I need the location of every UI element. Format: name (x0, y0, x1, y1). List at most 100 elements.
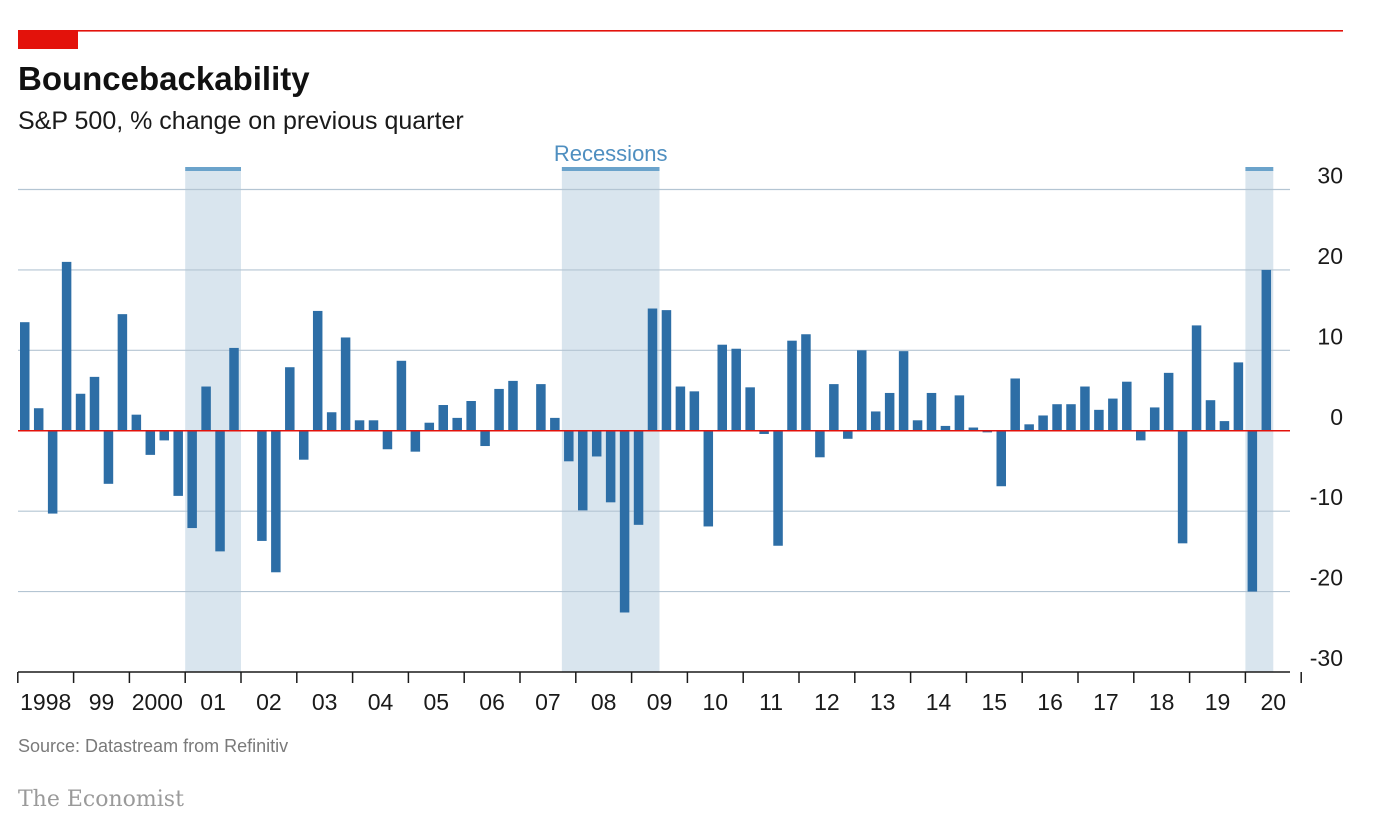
accent-tag (18, 30, 78, 49)
x-tick-label: 15 (982, 689, 1008, 715)
bar (340, 337, 351, 431)
bar (257, 430, 267, 541)
bar (131, 414, 142, 431)
bar (410, 430, 421, 452)
bar (787, 340, 797, 431)
bar (619, 430, 630, 613)
bar (996, 430, 1006, 487)
chart-subtitle: S&P 500, % change on previous quarter (18, 107, 464, 135)
bar (884, 392, 895, 431)
recession-marker-3 (1245, 167, 1274, 171)
bar (1233, 362, 1244, 431)
bar (75, 393, 86, 431)
bar (703, 430, 714, 527)
bar (1177, 430, 1188, 544)
recession-marker-2 (561, 167, 660, 171)
recessions-label: Recessions (554, 141, 668, 166)
x-tick-label: 07 (535, 689, 561, 715)
bar (1219, 421, 1230, 431)
bar (117, 314, 128, 431)
x-tick-label: 01 (200, 689, 226, 715)
bar (815, 430, 825, 458)
bar (689, 391, 700, 431)
x-tick-label: 06 (479, 689, 505, 715)
bar (605, 430, 616, 503)
bar (968, 427, 979, 431)
x-tick-label: 17 (1093, 689, 1119, 715)
bar (103, 430, 114, 484)
bar (1108, 398, 1118, 431)
bar (717, 344, 727, 431)
bar (1247, 430, 1258, 592)
y-tick-label: -30 (1310, 645, 1343, 671)
x-tick-label: 19 (1205, 689, 1231, 715)
x-tick-label: 03 (312, 689, 338, 715)
bar (47, 430, 58, 514)
x-tick-label: 02 (256, 689, 282, 715)
bar (926, 392, 937, 431)
x-tick-label: 14 (926, 689, 952, 715)
bar (982, 430, 993, 433)
x-tick-label: 16 (1037, 689, 1063, 715)
bar (1066, 404, 1076, 431)
bar (564, 430, 574, 462)
bar (1136, 430, 1146, 441)
bar (229, 347, 239, 431)
bar (731, 348, 741, 431)
bar (759, 430, 769, 434)
x-tick-label: 10 (703, 689, 729, 715)
bar (1052, 404, 1062, 431)
bar (1163, 372, 1174, 431)
bar (1149, 407, 1160, 431)
y-tick-label: -20 (1310, 565, 1343, 591)
x-tick-label: 1998 (20, 689, 71, 715)
x-tick-label: 12 (814, 689, 840, 715)
x-tick-label: 18 (1149, 689, 1175, 715)
bar (801, 334, 811, 431)
bar (898, 351, 909, 431)
bar (271, 430, 281, 573)
bar (1024, 424, 1034, 431)
bar (1122, 381, 1132, 431)
bar (368, 420, 379, 431)
bar (285, 367, 295, 431)
bar (20, 322, 30, 431)
bar (33, 408, 44, 431)
bar (452, 417, 462, 431)
bar (159, 430, 169, 441)
bar (396, 360, 407, 431)
bar (201, 386, 211, 431)
bar (745, 387, 755, 431)
bar (438, 405, 448, 431)
bar (1094, 409, 1104, 431)
bar (675, 386, 686, 431)
bar (494, 388, 504, 431)
bar (299, 430, 309, 460)
bar (424, 422, 435, 431)
bar (1080, 386, 1090, 431)
economist-logo-text: The Economist (18, 787, 184, 812)
x-tick-label: 08 (591, 689, 617, 715)
x-tick-label: 05 (424, 689, 450, 715)
bar (912, 420, 923, 431)
bar (661, 310, 672, 431)
bar (647, 308, 658, 431)
y-tick-label: 20 (1317, 243, 1343, 269)
recession-marker-1 (185, 167, 241, 171)
bar (215, 430, 225, 552)
x-tick-label: 99 (89, 689, 115, 715)
bar (954, 395, 965, 431)
bar (536, 384, 546, 431)
recession-band-2 (561, 170, 660, 672)
bar (1261, 269, 1272, 431)
x-tick-label: 13 (870, 689, 896, 715)
bar (940, 425, 951, 431)
bar (508, 380, 518, 431)
y-axis-labels: 30 20 10 0 -10 -20 -30 (1310, 163, 1343, 672)
bar (382, 430, 393, 450)
bar (326, 412, 337, 431)
bar (773, 430, 783, 546)
top-rule (18, 30, 1343, 32)
bar (550, 417, 560, 431)
